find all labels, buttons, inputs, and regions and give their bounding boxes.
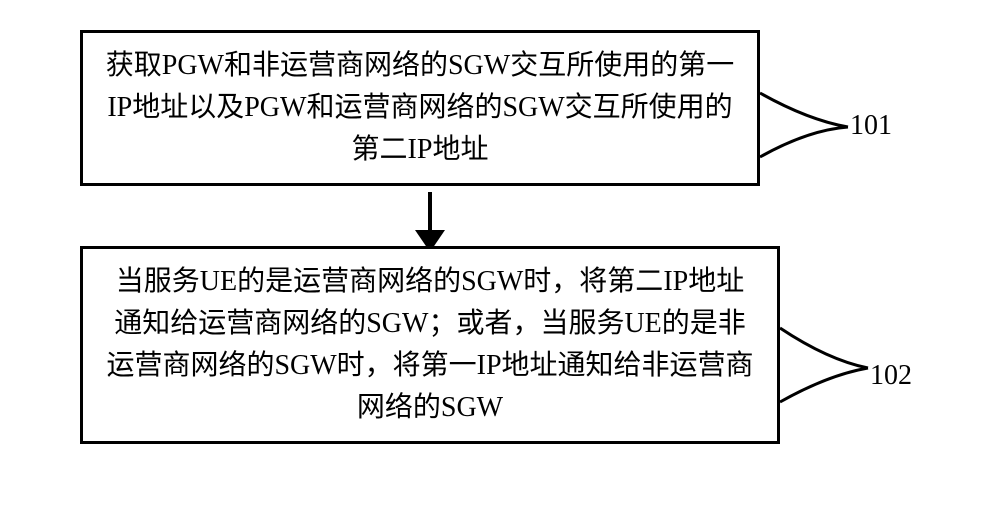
- flowchart-arrow: [410, 192, 450, 252]
- arrow-line: [428, 192, 432, 234]
- connector-curve-2: [778, 320, 878, 410]
- flowchart-node-1: 获取PGW和非运营商网络的SGW交互所使用的第一IP地址以及PGW和运营商网络的…: [80, 30, 760, 186]
- flowchart-node-2: 当服务UE的是运营商网络的SGW时，将第二IP地址通知给运营商网络的SGW；或者…: [80, 246, 780, 444]
- node-1-text: 获取PGW和非运营商网络的SGW交互所使用的第一IP地址以及PGW和运营商网络的…: [106, 50, 734, 165]
- step-label-2: 102: [870, 360, 912, 392]
- step-label-1: 101: [850, 110, 892, 142]
- node-2-text: 当服务UE的是运营商网络的SGW时，将第二IP地址通知给运营商网络的SGW；或者…: [106, 266, 753, 423]
- connector-curve-1: [758, 85, 858, 165]
- flowchart-diagram: 获取PGW和非运营商网络的SGW交互所使用的第一IP地址以及PGW和运营商网络的…: [80, 30, 920, 444]
